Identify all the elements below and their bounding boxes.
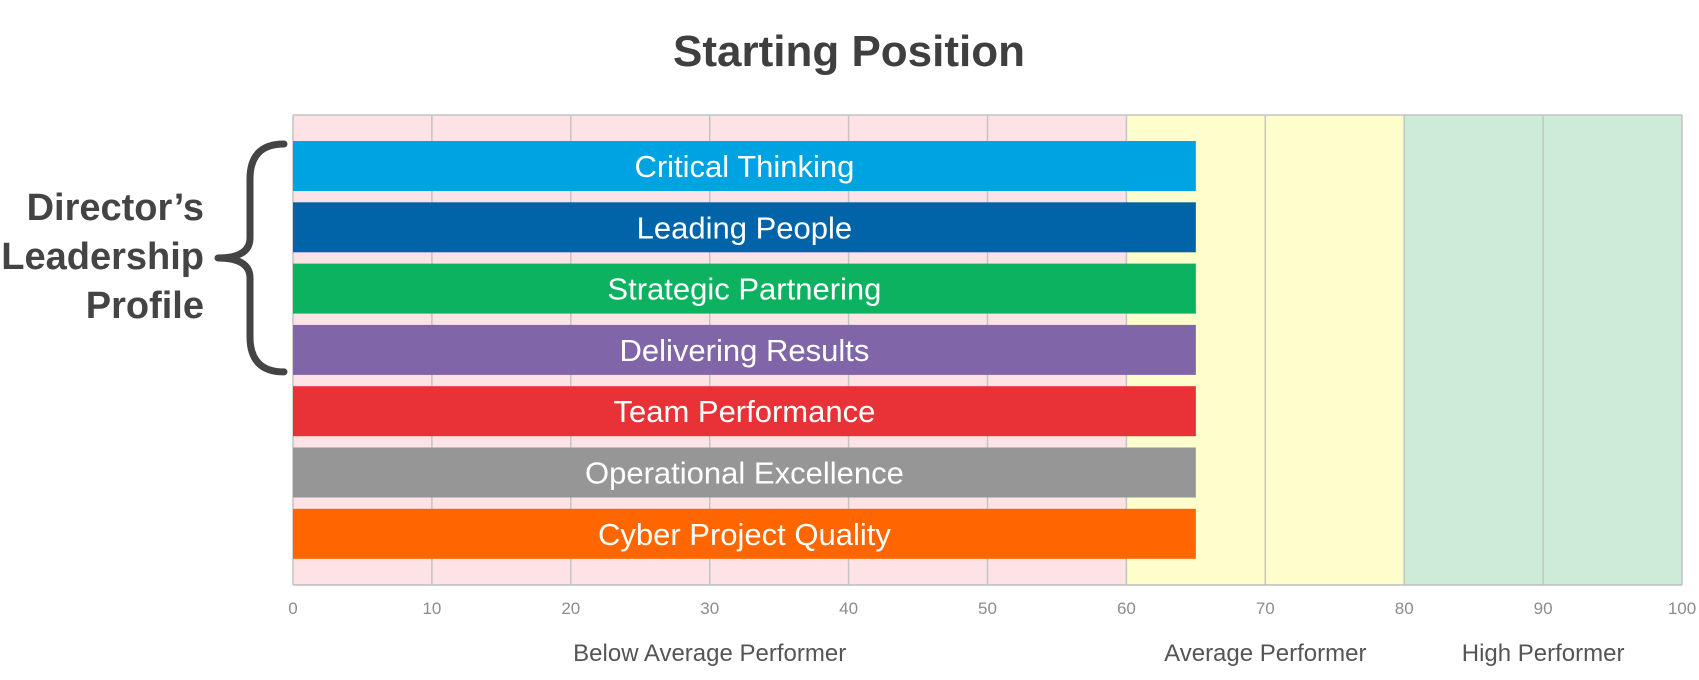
bracket: [214, 140, 288, 376]
tick-label-3: 30: [700, 599, 719, 618]
bar-label-5: Operational Excellence: [585, 456, 904, 491]
bar-label-0: Critical Thinking: [634, 149, 854, 184]
bar-label-3: Delivering Results: [620, 333, 870, 368]
bar-5: [293, 447, 1196, 498]
tick-label-8: 80: [1395, 599, 1414, 618]
bar-label-1: Leading People: [637, 210, 852, 245]
zone-labels: Below Average Performer Average Performer…: [573, 640, 1624, 667]
chart-title: Starting Position: [673, 27, 1025, 76]
zone-label-0: Below Average Performer: [573, 640, 846, 667]
tick-label-6: 60: [1117, 599, 1136, 618]
curly-bracket: [214, 140, 288, 376]
zone-label-1: Average Performer: [1164, 640, 1366, 667]
bar-label-6: Cyber Project Quality: [598, 517, 891, 552]
bar-label-2: Strategic Partnering: [607, 272, 881, 307]
tick-label-0: 0: [288, 599, 297, 618]
tick-label-5: 50: [978, 599, 997, 618]
side-label: Director’s Leadership Profile: [1, 187, 204, 327]
tick-label-7: 70: [1256, 599, 1275, 618]
tick-label-10: 100: [1668, 599, 1696, 618]
bar-label-4: Team Performance: [613, 394, 875, 429]
bar-3: [293, 324, 1196, 375]
tick-label-2: 20: [561, 599, 580, 618]
x-axis-ticks: 0 10 20 30 40 50 60 70 80 90 100: [288, 599, 1696, 618]
side-label-line-2: Profile: [86, 285, 204, 327]
bar-1: [293, 202, 1196, 253]
bar-6: [293, 508, 1196, 559]
side-label-line-1: Leadership: [1, 236, 204, 278]
tick-label-4: 40: [839, 599, 858, 618]
bar-4: [293, 386, 1196, 437]
bar-0: [293, 141, 1196, 191]
bars: Critical Thinking Leading People Strategic…: [293, 141, 1196, 559]
bar-2: [293, 263, 1196, 314]
zone-label-2: High Performer: [1462, 640, 1625, 667]
side-label-line-0: Director’s: [27, 187, 204, 229]
tick-label-9: 90: [1534, 599, 1553, 618]
tick-label-1: 10: [422, 599, 441, 618]
